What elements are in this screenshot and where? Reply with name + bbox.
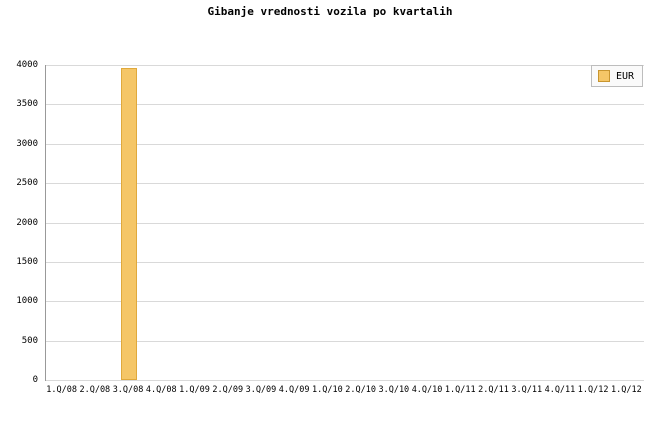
chart-title: Gibanje vrednosti vozila po kvartalih <box>207 5 453 18</box>
legend-swatch-eur <box>597 70 610 82</box>
x-tick-label: 1.Q/09 <box>179 385 210 395</box>
x-tick-label: 2.Q/11 <box>478 385 509 395</box>
gridline <box>46 340 644 342</box>
gridline <box>46 222 644 224</box>
x-tick-label: 1.Q/12 <box>577 385 609 395</box>
y-tick-label: 2000 <box>16 217 38 228</box>
x-tick-label: 4.Q/10 <box>411 385 443 395</box>
y-tick-label: 500 <box>21 335 38 346</box>
y-tick-label: 2500 <box>16 178 38 189</box>
x-tick-label: 4.Q/11 <box>544 385 576 395</box>
y-tick-label: 0 <box>32 375 38 385</box>
x-tick-label: 1.Q/08 <box>46 385 77 395</box>
x-tick-label: 3.Q/10 <box>378 385 410 395</box>
bar <box>121 68 138 380</box>
x-tick-label: 1.Q/11 <box>444 385 476 395</box>
x-tick-label: 2.Q/10 <box>345 385 376 395</box>
gridline <box>46 183 644 185</box>
y-tick-label: 4000 <box>16 60 38 70</box>
x-tick-label: 2.Q/09 <box>212 385 244 395</box>
gridline <box>46 261 644 263</box>
plot-area <box>45 65 644 381</box>
x-tick-label: 3.Q/08 <box>112 385 144 395</box>
gridline <box>46 65 644 66</box>
y-tick-label: 1500 <box>16 256 38 267</box>
x-tick-label: 4.Q/09 <box>278 385 310 395</box>
gridline <box>46 301 644 303</box>
x-tick-label: 1.Q/10 <box>312 385 343 395</box>
gridline <box>46 380 644 381</box>
x-tick-label: 4.Q/08 <box>145 385 177 395</box>
y-tick-label: 3500 <box>16 99 38 110</box>
chart-legend: EUR <box>590 65 643 87</box>
legend-label-eur: EUR <box>615 70 634 82</box>
y-tick-label: 3000 <box>16 138 38 149</box>
gridline <box>46 143 644 145</box>
x-tick-label: 3.Q/09 <box>245 385 277 395</box>
gridline <box>46 104 644 106</box>
x-tick-label: 3.Q/11 <box>511 385 543 395</box>
x-tick-label: 1.Q/12 <box>611 385 642 395</box>
y-tick-label: 1000 <box>16 296 38 307</box>
x-tick-label: 2.Q/08 <box>79 385 111 395</box>
